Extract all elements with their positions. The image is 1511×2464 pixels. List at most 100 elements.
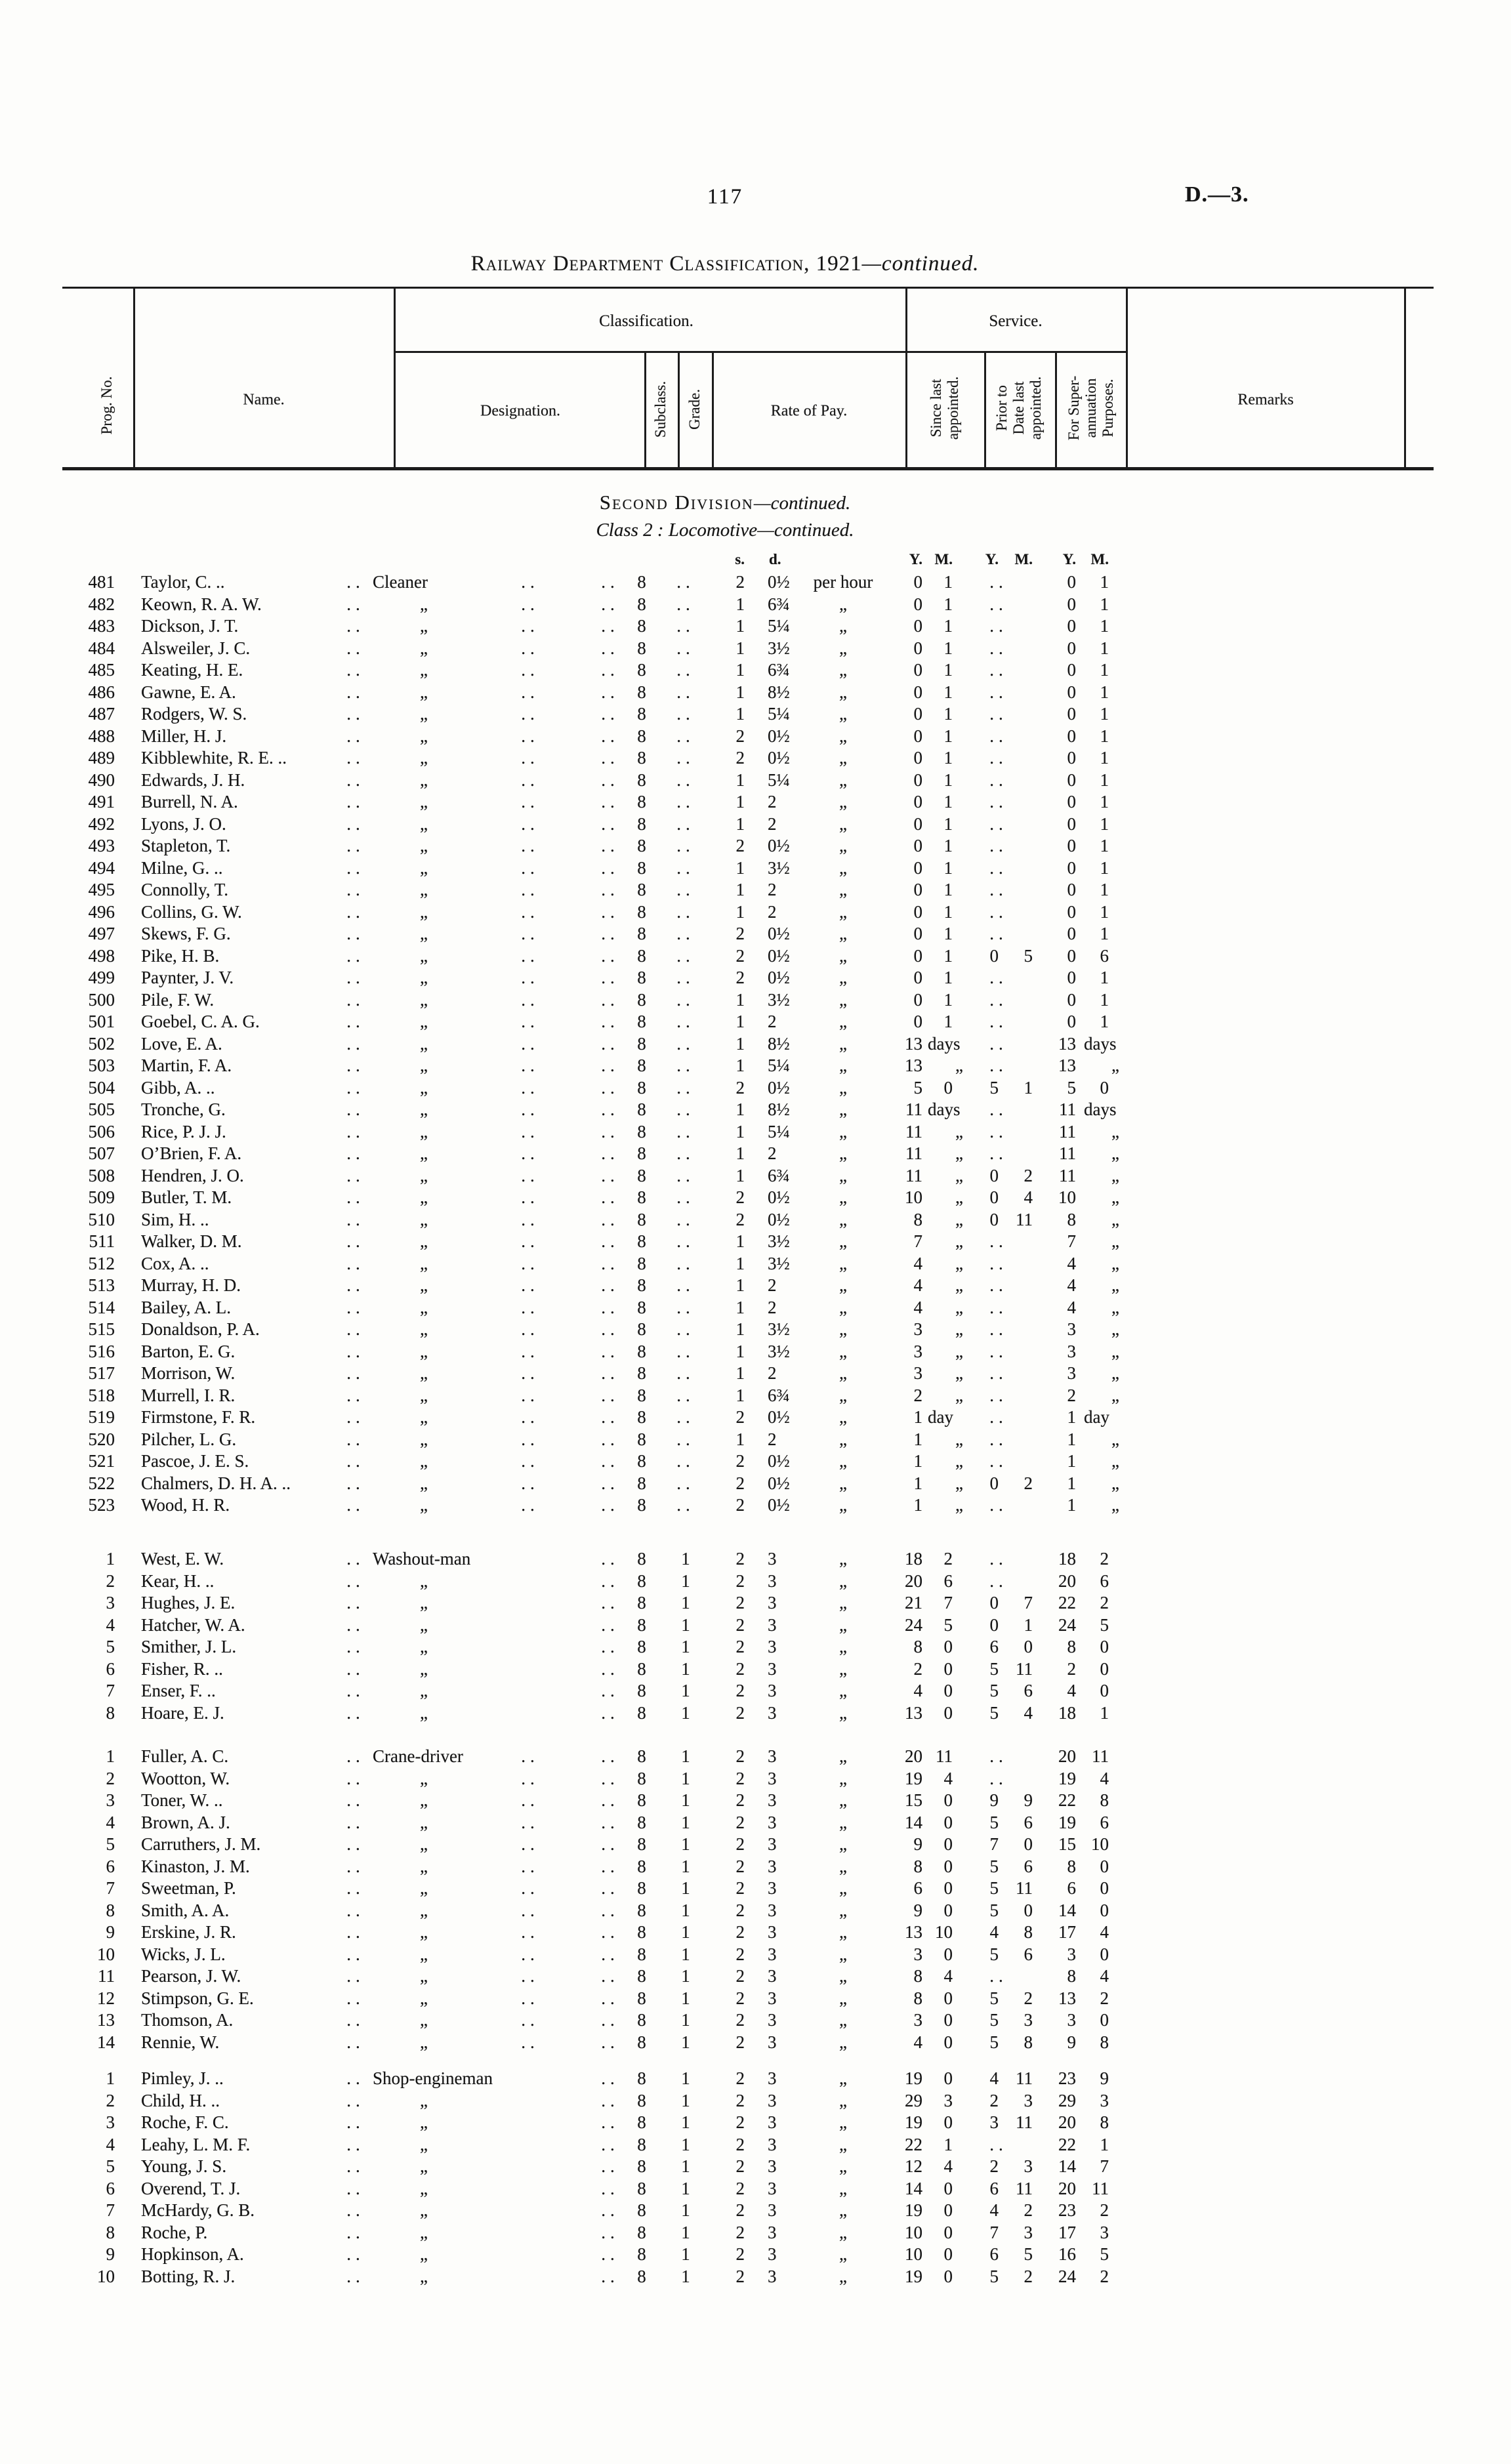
rate-unit-cell: „	[839, 924, 847, 943]
leader-dots: ..	[346, 2090, 365, 2110]
service-prior-months: 2	[1024, 1988, 1033, 2008]
prog-no-cell: 10	[97, 2266, 115, 2286]
service-super-years: 0	[1067, 857, 1077, 878]
grade-cell: ..	[676, 1012, 695, 1031]
name-cell: Pilcher, L. G.	[141, 1429, 237, 1449]
subclass-cell: 8	[637, 1900, 646, 1920]
rate-pence-cell: 3	[768, 1658, 777, 1679]
service-since-years: 20	[905, 1746, 922, 1766]
designation-ditto: „	[420, 968, 428, 987]
service-since-years: 9	[913, 1834, 923, 1854]
grade-cell: 1	[681, 1900, 690, 1920]
name-cell: Walker, D. M.	[141, 1231, 242, 1251]
designation-ditto: „	[420, 1856, 428, 1876]
grade-cell: 1	[681, 1593, 690, 1612]
service-since-years: 0	[913, 594, 923, 614]
section-class-heading: Class 2 : Locomotive—continued.	[0, 520, 1450, 541]
name-cell: Enser, F. ..	[141, 1681, 216, 1700]
leader-dots: ..	[346, 726, 365, 746]
leader-dots: ..	[346, 1702, 365, 1723]
name-cell: Keating, H. E.	[141, 660, 243, 680]
rate-shillings-cell: 2	[735, 726, 745, 746]
column-header-rate-of-pay: Rate of Pay.	[770, 402, 848, 420]
service-super-years: 1	[1067, 1407, 1077, 1427]
leader-dots: ..	[521, 726, 539, 746]
rate-shillings-cell: 2	[735, 2244, 745, 2264]
service-super-years: 0	[1067, 1012, 1077, 1031]
grade-cell: 1	[681, 1878, 690, 1898]
name-cell: Taylor, C. ..	[141, 572, 225, 592]
leader-dots: ..	[346, 594, 365, 614]
table-row: 4 Brown, A. J... „.... 8 1 2 3 „ 14 0 5 6 19 6	[0, 1812, 1511, 1834]
service-super-months: 0	[1100, 1856, 1109, 1876]
service-prior-blank: ..	[989, 901, 1008, 922]
rate-shillings-cell: 1	[735, 1143, 745, 1163]
subclass-cell: 8	[637, 2068, 646, 2088]
service-since-years: 8	[913, 1637, 923, 1656]
service-prior-blank: ..	[989, 682, 1008, 702]
designation-ditto: „	[420, 1614, 428, 1635]
rate-shillings-cell: 2	[735, 1746, 745, 1766]
service-super-years: 2	[1067, 1385, 1077, 1405]
leader-dots: ..	[346, 1922, 365, 1942]
table-row: 481 Taylor, C. .... Cleaner.... 8.. 2 0½ per h…	[0, 571, 1511, 594]
service-super-years: 20	[1058, 2178, 1076, 2198]
prog-no-cell: 4	[106, 1614, 115, 1635]
service-super-years: 20	[1058, 2112, 1076, 2132]
rate-pence-cell: 2	[768, 880, 777, 899]
service-super-years: 3	[1067, 1341, 1077, 1361]
rate-shillings-cell: 2	[735, 2032, 745, 2052]
table-row: 488 Miller, H. J... „.... 8.. 2 0½ „ 0 1.. 0 1	[0, 726, 1511, 748]
page-title: Railway Department Classification, 1921—…	[0, 252, 1450, 276]
service-prior-months: 3	[1024, 2156, 1033, 2176]
service-prior-months: 2	[1024, 1165, 1033, 1185]
subclass-cell: 8	[637, 1922, 646, 1942]
prog-no-cell: 2	[106, 1571, 115, 1591]
leader-dots: ..	[521, 1253, 539, 1273]
rate-shillings-cell: 1	[735, 813, 745, 834]
leader-dots: ..	[346, 1790, 365, 1810]
rate-pence-cell: 3	[768, 2090, 777, 2110]
service-since-months: 1	[943, 770, 953, 790]
service-super-months: 0	[1100, 1658, 1109, 1679]
service-since-months: „	[955, 1495, 963, 1515]
subclass-cell: 8	[637, 1966, 646, 1986]
service-since-years: 0	[913, 638, 923, 658]
leader-dots: ..	[601, 1012, 619, 1031]
grade-cell: 1	[681, 2112, 690, 2132]
leader-dots: ..	[601, 682, 619, 702]
subclass-cell: 8	[637, 2156, 646, 2176]
designation-ditto: „	[420, 638, 428, 658]
table-row: 2 Kear, H. .... „.. 8 1 2 3 „ 20 6.. 20 6	[0, 1571, 1511, 1593]
name-cell: Gibb, A. ..	[141, 1077, 215, 1098]
leader-dots: ..	[521, 836, 539, 855]
service-since-months: 0	[943, 2032, 953, 2052]
prog-no-cell: 498	[88, 945, 115, 966]
designation-ditto: „	[420, 2134, 428, 2154]
service-super-months: 4	[1100, 1966, 1109, 1986]
service-prior-blank: ..	[989, 748, 1008, 768]
doc-reference: D.—3.	[1185, 182, 1249, 207]
service-since-years: 20	[905, 1571, 922, 1591]
prog-no-cell: 3	[106, 2112, 115, 2132]
grade-cell: ..	[676, 1209, 695, 1229]
leader-dots: ..	[521, 1407, 539, 1427]
table-row: 511 Walker, D. M... „.... 8.. 1 3½ „ 7 „.. 7 „	[0, 1231, 1511, 1253]
service-super-years: 22	[1058, 1790, 1076, 1810]
leader-dots: ..	[346, 1988, 365, 2008]
leader-dots: ..	[601, 1407, 619, 1427]
leader-dots: ..	[601, 1834, 619, 1854]
service-since-years: 0	[913, 770, 923, 790]
subclass-cell: 8	[637, 1056, 646, 1075]
designation-ditto: „	[420, 616, 428, 636]
service-since-years: 29	[905, 2090, 922, 2110]
service-super-years: 17	[1058, 1922, 1076, 1942]
leader-dots: ..	[521, 1143, 539, 1163]
designation-ditto: „	[420, 836, 428, 855]
designation-ditto: „	[420, 1033, 428, 1054]
rate-pence-cell: 3	[768, 1812, 777, 1832]
service-super-months: days	[1084, 1099, 1117, 1119]
name-cell: Barton, E. G.	[141, 1341, 236, 1361]
leader-dots: ..	[601, 2112, 619, 2132]
service-since-months: „	[955, 1209, 963, 1229]
